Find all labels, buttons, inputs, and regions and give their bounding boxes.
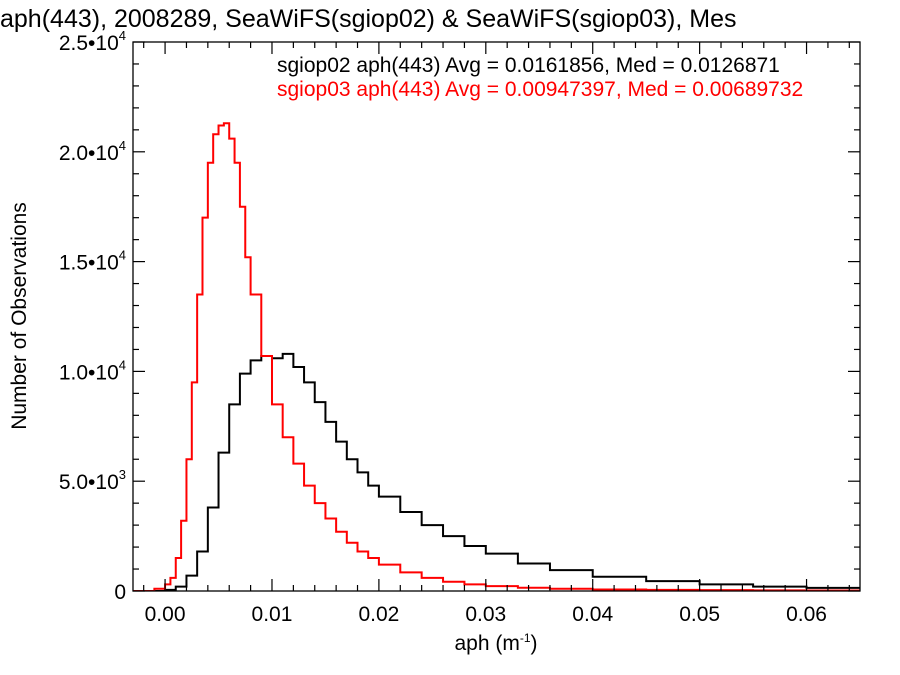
x-tick-label: 0.02 [358, 603, 399, 626]
y-tick-label: 2.0•104 [59, 138, 126, 165]
y-axis-label: Number of Observations [8, 202, 31, 430]
plot-frame [132, 41, 861, 592]
series-line-sgiop02 [133, 352, 860, 591]
x-axis-label-sup: -1 [520, 631, 531, 645]
x-axis-label-close: ) [531, 632, 538, 655]
y-tick-label: 0 [114, 581, 126, 604]
series-line-sgiop03 [133, 122, 860, 591]
chart-title: aph(443), 2008289, SeaWiFS(sgiop02) & Se… [0, 5, 736, 33]
x-axis-label-main: aph (m [454, 632, 519, 655]
y-tick-label: 1.0•104 [59, 357, 126, 384]
y-tick-label: 5.0•103 [59, 467, 126, 494]
x-tick-label: 0.03 [465, 603, 506, 626]
x-tick-label: 0.00 [145, 603, 186, 626]
annotation-sgiop02: sgiop02 aph(443) Avg = 0.0161856, Med = … [277, 54, 780, 77]
x-tick-label: 0.01 [252, 603, 293, 626]
y-tick-label: 2.5•104 [59, 28, 126, 55]
annotation-sgiop03: sgiop03 aph(443) Avg = 0.00947397, Med =… [277, 78, 803, 101]
x-axis-label: aph (m-1) [454, 631, 537, 655]
series-layer [133, 122, 860, 591]
x-tick-label: 0.06 [786, 603, 827, 626]
y-tick-label: 1.5•104 [59, 248, 126, 275]
ticks-layer: 0.00 0.01 0.02 0.03 0.04 0.05 0.06 0 5.0•103 1.0•… [59, 28, 860, 626]
x-tick-label: 0.04 [572, 603, 613, 626]
x-tick-label: 0.05 [679, 603, 720, 626]
